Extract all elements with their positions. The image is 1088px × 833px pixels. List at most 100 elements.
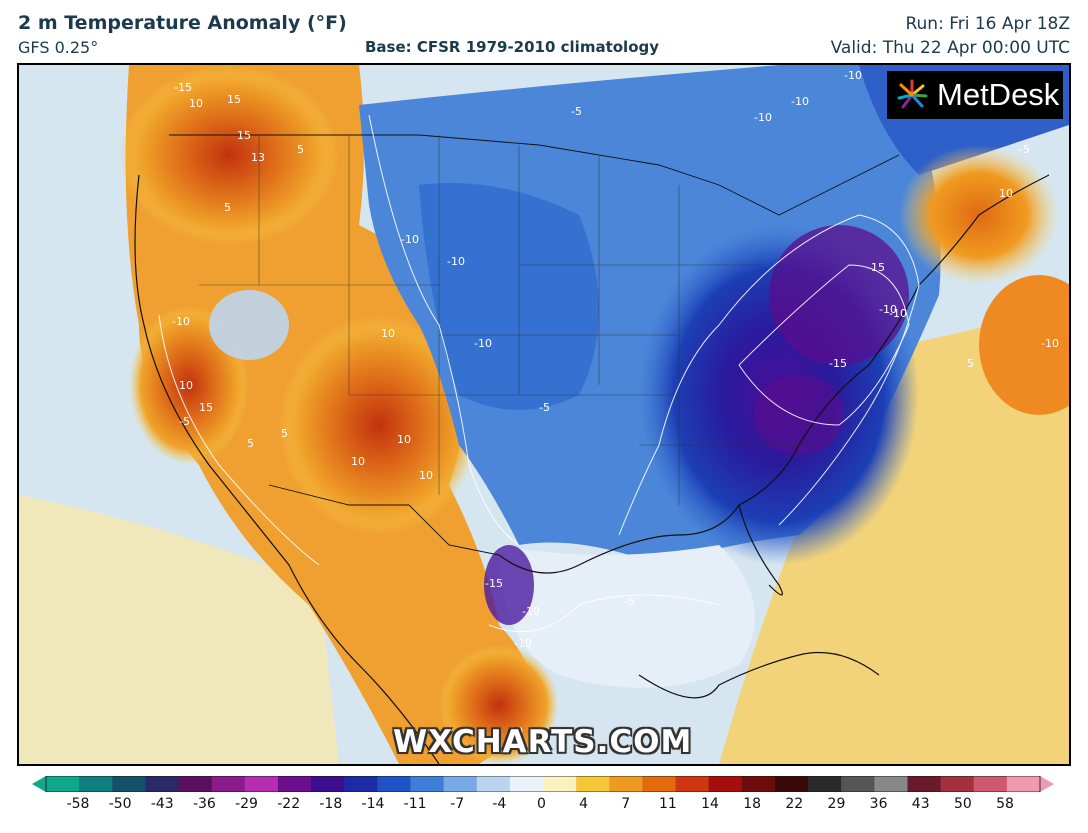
pacific-warm-area [19, 495, 339, 764]
contour-label: 10 [509, 725, 523, 738]
contour-label: -10 [522, 605, 540, 618]
contour-label: -10 [889, 307, 907, 320]
colorbar-cell [443, 776, 478, 792]
contour-label: 10 [397, 433, 411, 446]
southwest-hot-core [279, 315, 479, 535]
contour-label: 5 [224, 201, 231, 214]
colorbar-cell [609, 776, 643, 792]
colorbar-max-arrow [1040, 776, 1054, 792]
colorbar-tick-label: -4 [492, 796, 507, 812]
contour-label: -10 [514, 637, 532, 650]
metdesk-logo: MetDesk [887, 71, 1063, 119]
colorbar-tick-label: -36 [192, 796, 216, 812]
colorbar-tick-label: 43 [911, 796, 930, 812]
contour-label: -10 [879, 303, 897, 316]
contour-label: 5 [297, 143, 304, 156]
contour-label: 10 [419, 469, 433, 482]
colorbar-cell [675, 776, 710, 792]
colorbar-tick-label: -11 [403, 796, 427, 812]
great-basin-cool-patch [209, 290, 289, 360]
colorbar-tick-label: 50 [953, 796, 972, 812]
colorbar-cell [808, 776, 842, 792]
colorbar-cell [79, 776, 113, 792]
colorbar-tick-label: 0 [537, 796, 546, 812]
map-canvas [19, 65, 1069, 764]
contour-label: -15 [829, 357, 847, 370]
colorbar-tick-label: 14 [701, 796, 719, 812]
model-label: GFS 0.25° [18, 38, 99, 57]
colorbar-cell [277, 776, 312, 792]
colorbar-cell [112, 776, 146, 792]
colorbar-cell [973, 776, 1008, 792]
contour-label: 5 [281, 427, 288, 440]
contour-label: 10 [189, 97, 203, 110]
colorbar-cell [410, 776, 445, 792]
colorbar-tick-label: 4 [579, 796, 589, 812]
ohio-valley-coldest [769, 225, 909, 365]
contour-label: 15 [199, 401, 213, 414]
run-label: Run: Fri 16 Apr 18Z [905, 14, 1070, 34]
colorbar-cell [1006, 776, 1041, 792]
contour-label: 5 [967, 357, 974, 370]
base-label: Base: CFSR 1979-2010 climatology [365, 38, 660, 56]
state-borders [199, 135, 819, 505]
plains-cold-area [419, 183, 599, 410]
contour-label: -15 [174, 81, 192, 94]
colorbar-cell [708, 776, 743, 792]
contour-label: 15 [237, 129, 251, 142]
atlantic-hot-spot [979, 275, 1069, 415]
colorbar-cell [344, 776, 378, 792]
contour-label: -10 [474, 337, 492, 350]
colorbar-cell [874, 776, 908, 792]
anomaly-map: MetDesk -15 10 15 15 13 5 5 -10 -10 -10 … [17, 63, 1071, 766]
contour-label: -5 [179, 415, 190, 428]
metdesk-logo-text: MetDesk [937, 77, 1060, 112]
contour-label: -5 [539, 401, 550, 414]
colorbar-tick-label: 29 [827, 796, 846, 812]
colorbar-tick-label: -43 [150, 796, 174, 812]
contour-label: 15 [227, 93, 241, 106]
colorbar-tick-label: 7 [621, 796, 631, 812]
contour-label: -10 [172, 315, 190, 328]
colorbar [32, 776, 1054, 792]
colorbar-cells [46, 776, 1041, 792]
colorbar-tick-label: -7 [450, 796, 465, 812]
anomaly-contours [158, 114, 920, 633]
chart-title: 2 m Temperature Anomaly (°F) [18, 12, 347, 34]
metdesk-logo-icon [897, 79, 928, 109]
colorbar-cell [311, 776, 345, 792]
colorbar-cell [377, 776, 411, 792]
colorbar-cell [543, 776, 577, 792]
colorbar-tick-label: 11 [658, 796, 677, 812]
colorbar-cell [841, 776, 875, 792]
contour-label: -10 [447, 255, 465, 268]
contour-label: 10 [381, 327, 395, 340]
contour-label: -10 [401, 233, 419, 246]
contour-label: 10 [999, 187, 1013, 200]
contour-label: -10 [844, 69, 862, 82]
colorbar-tick-label: -50 [108, 796, 132, 812]
colorbar-tick-label: -18 [319, 796, 343, 812]
carolinas-coldest [754, 375, 844, 455]
contour-label: -5 [1019, 143, 1030, 156]
colorbar-outline [45, 776, 1041, 792]
colorbar-tick-label: -14 [361, 796, 385, 812]
colorbar-tick-label: 18 [743, 796, 762, 812]
northwest-hot-core [119, 65, 339, 245]
contour-label: 13 [251, 151, 265, 164]
colorbar-cell [509, 776, 544, 792]
colorbar-cell [940, 776, 975, 792]
valid-label: Valid: Thu 22 Apr 00:00 UTC [830, 38, 1070, 58]
contour-label: 10 [351, 455, 365, 468]
colorbar-cell [476, 776, 511, 792]
colorbar-ticks: -58 -50 -43 -36 -29 -22 -18 -14 -11 -7 -4 0 4 7 11 14 18… [0, 796, 1088, 816]
colorbar-cell [46, 776, 80, 792]
contour-label: -15 [485, 577, 503, 590]
colorbar-cell [907, 776, 942, 792]
contour-label: -15 [867, 261, 885, 274]
gulf-cool-area [499, 545, 755, 688]
colorbar-cell [244, 776, 279, 792]
texas-coast-cold-core [484, 545, 534, 625]
contour-label: 5 [247, 437, 254, 450]
contour-label: -5 [571, 105, 582, 118]
